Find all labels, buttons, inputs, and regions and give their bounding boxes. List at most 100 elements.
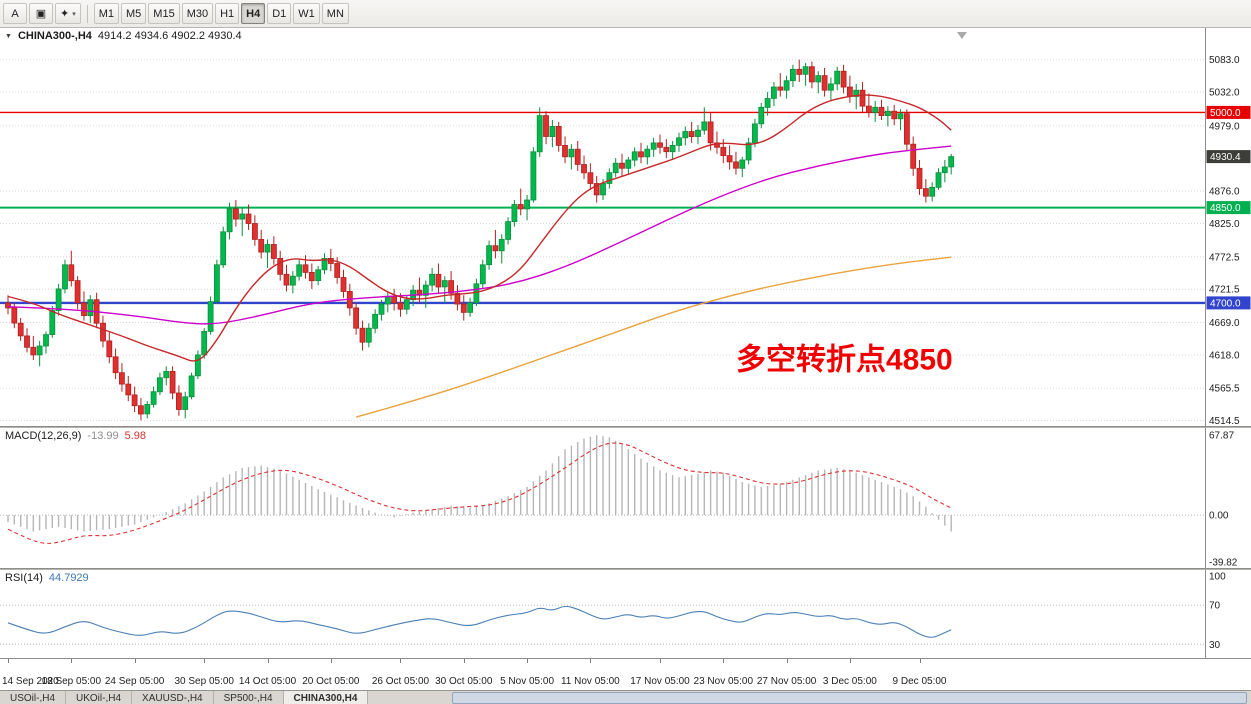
candle — [644, 148, 651, 158]
candle — [745, 142, 752, 161]
rsi-canvas[interactable]: 100 70 30 — [0, 570, 1251, 658]
macd-title: MACD(12,26,9) -13.99 5.98 — [5, 430, 146, 442]
rsi-value: 44.7929 — [48, 572, 89, 584]
candle — [543, 115, 549, 137]
price-axis-label: 5032.0 — [1209, 88, 1240, 99]
candle — [467, 302, 474, 313]
candle — [809, 66, 815, 83]
candle — [245, 213, 252, 224]
price-gridlines — [0, 59, 1205, 422]
candle — [916, 167, 923, 190]
object-tool-button[interactable]: ▣ — [29, 3, 53, 24]
timeframe-w1-button[interactable]: W1 — [293, 3, 320, 24]
ma-slow-orange — [355, 256, 952, 418]
macd-canvas[interactable]: 67.87 0.00 -39.82 — [0, 428, 1251, 568]
candle — [49, 310, 56, 336]
ma-fast-red — [7, 94, 952, 362]
panel-splitter[interactable] — [0, 568, 1251, 570]
symbol-marker-icon: ▼ — [5, 32, 12, 40]
cursor-tool-button[interactable]: A — [3, 3, 27, 24]
candle — [872, 106, 879, 113]
toolbar-separator — [86, 4, 88, 23]
time-label: 17 Nov 05:00 — [630, 676, 690, 687]
chart-symbol-period: CHINA300-,H4 — [17, 30, 92, 42]
chart-tab-sp500-h4[interactable]: SP500-,H4 — [213, 691, 284, 704]
price-axis-label: 4772.5 — [1209, 252, 1240, 263]
candle — [321, 257, 328, 271]
timeframe-h4-button[interactable]: H4 — [241, 3, 266, 24]
chart-tab-ukoil-h4[interactable]: UKOil-,H4 — [66, 691, 133, 704]
candle — [270, 244, 277, 259]
candle — [264, 244, 271, 253]
candle — [840, 70, 847, 88]
candle — [923, 188, 929, 197]
candle — [454, 292, 461, 305]
time-tick — [527, 659, 529, 663]
candle — [847, 86, 853, 97]
horizontal-scrollbar-thumb[interactable] — [452, 692, 1247, 704]
price-axis-label: 4565.5 — [1209, 384, 1240, 395]
candle — [707, 121, 714, 144]
candle — [479, 264, 486, 285]
candle — [790, 68, 796, 82]
price-axis-label: 5083.0 — [1209, 55, 1240, 66]
candle — [878, 106, 885, 117]
chart-tab-china300-h4[interactable]: CHINA300,H4 — [283, 691, 369, 704]
timeframe-m30-button[interactable]: M30 — [181, 3, 214, 24]
candle — [904, 113, 910, 145]
candle — [62, 264, 68, 290]
candle — [429, 273, 436, 286]
candle — [606, 172, 613, 184]
candle — [87, 299, 94, 317]
macd-panel[interactable]: 67.87 0.00 -39.82 MACD(12,26,9) -13.99 5.9… — [0, 428, 1251, 568]
time-label: 23 Nov 05:00 — [693, 676, 754, 687]
candle — [30, 346, 37, 356]
time-tick — [849, 659, 851, 663]
candle — [5, 302, 11, 309]
candle — [733, 161, 739, 169]
svg-text:4700.0: 4700.0 — [1210, 298, 1241, 309]
panel-splitter[interactable] — [0, 426, 1251, 428]
chart-shift-marker-icon[interactable] — [956, 32, 967, 39]
candle — [853, 89, 860, 97]
candle — [587, 172, 594, 184]
template-dropdown-button[interactable]: ✦ ▾ — [55, 3, 81, 24]
time-tick — [659, 659, 661, 663]
timeframe-m1-button[interactable]: M1 — [93, 3, 120, 24]
timeframe-h1-button[interactable]: H1 — [215, 3, 240, 24]
candle — [207, 301, 214, 332]
candle — [948, 156, 955, 168]
candle — [530, 151, 537, 201]
candle — [188, 375, 195, 398]
timeframe-mn-button[interactable]: MN — [321, 3, 349, 24]
candle — [802, 66, 809, 75]
price-chart-canvas[interactable]: 多空转折点4850 5083.0 5032.0 4979.0 4876.0 4825.0 4… — [0, 28, 1251, 426]
timeframe-d1-button[interactable]: D1 — [267, 3, 292, 24]
timeframe-buttons-group: M1 M5 M15 M30 H1 H4 D1 W1 MN — [93, 3, 349, 24]
panel-splitter[interactable] — [0, 658, 1251, 659]
candle — [929, 186, 936, 197]
annotation-text[interactable]: 多空转折点4850 — [736, 344, 953, 377]
chart-tab-xauusd-h4[interactable]: XAUUSD-,H4 — [132, 691, 214, 704]
macd-signal-line — [7, 442, 952, 544]
time-axis[interactable]: 14 Sep 2020 18 Sep 05:00 24 Sep 05:00 30 Se… — [0, 659, 1251, 690]
candle — [68, 264, 75, 282]
time-label: 27 Nov 05:00 — [756, 676, 817, 687]
candle — [562, 145, 568, 158]
price-chart-panel[interactable]: 多空转折点4850 5083.0 5032.0 4979.0 4876.0 4825.0 4… — [0, 28, 1251, 426]
candle — [714, 142, 720, 148]
candle — [676, 137, 682, 146]
candle — [125, 383, 132, 396]
candle — [517, 204, 524, 210]
timeframe-m5-button[interactable]: M5 — [121, 3, 147, 24]
candle — [144, 403, 151, 415]
candle — [24, 335, 30, 348]
candle — [289, 275, 296, 286]
price-axis-label: 4825.0 — [1209, 219, 1240, 230]
chart-tab-usoil-h4[interactable]: USOil-,H4 — [0, 691, 67, 704]
rsi-panel[interactable]: 100 70 30 RSI(14) 44.7929 — [0, 570, 1251, 658]
price-axis-label: 4514.5 — [1209, 416, 1240, 426]
time-label: 9 Dec 05:00 — [892, 676, 947, 687]
timeframe-m15-button[interactable]: M15 — [148, 3, 180, 24]
candle — [448, 280, 455, 294]
